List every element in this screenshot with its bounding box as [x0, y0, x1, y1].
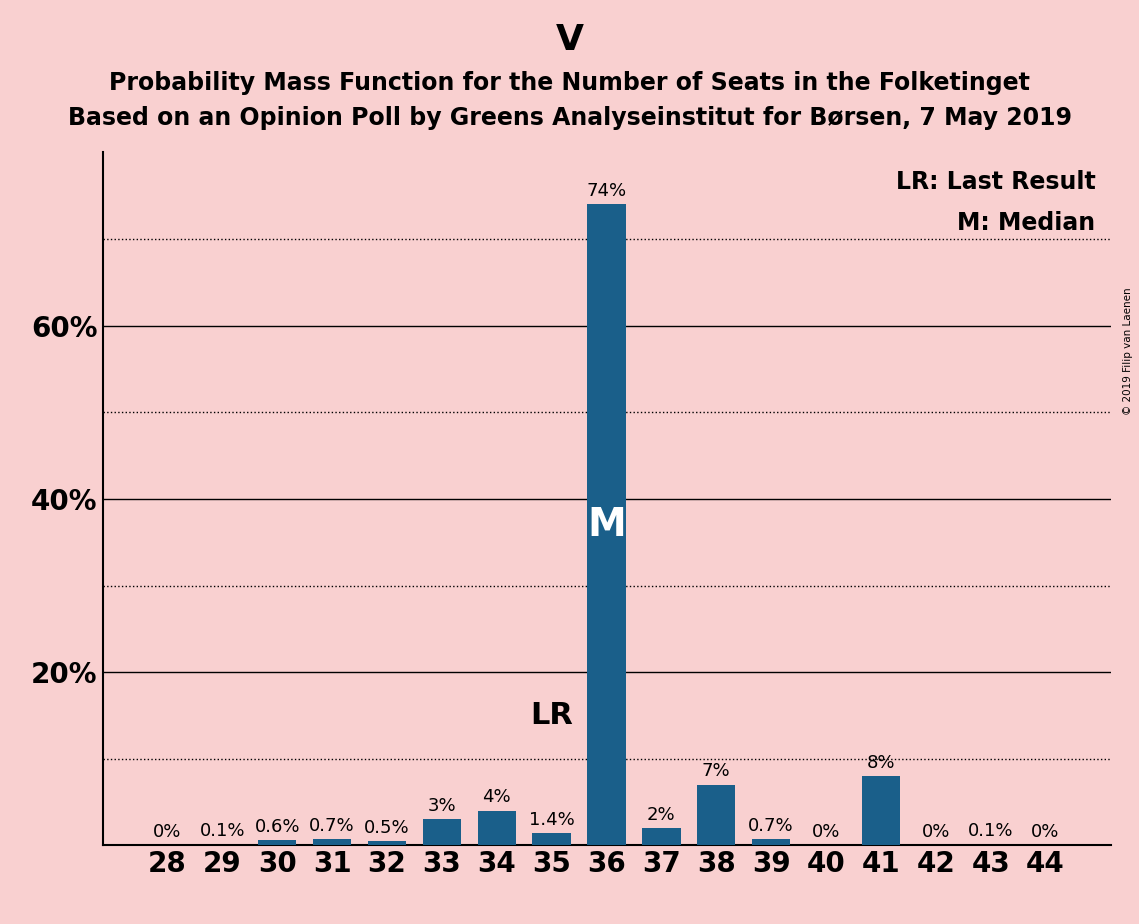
Text: M: Median: M: Median: [957, 212, 1096, 236]
Text: 0.7%: 0.7%: [748, 817, 794, 835]
Text: Based on an Opinion Poll by Greens Analyseinstitut for Børsen, 7 May 2019: Based on an Opinion Poll by Greens Analy…: [67, 106, 1072, 130]
Text: 0%: 0%: [812, 823, 841, 841]
Bar: [259, 840, 296, 845]
Bar: [642, 828, 681, 845]
Text: 0.5%: 0.5%: [364, 819, 410, 837]
Text: 8%: 8%: [867, 754, 895, 772]
Text: M: M: [587, 506, 626, 544]
Text: 1.4%: 1.4%: [528, 811, 574, 829]
Text: 0.1%: 0.1%: [199, 822, 245, 840]
Text: © 2019 Filip van Laenen: © 2019 Filip van Laenen: [1123, 287, 1133, 415]
Text: 0.1%: 0.1%: [968, 822, 1014, 840]
Bar: [862, 776, 900, 845]
Text: 2%: 2%: [647, 806, 675, 824]
Text: 74%: 74%: [587, 182, 626, 201]
Text: 0.6%: 0.6%: [254, 818, 300, 836]
Bar: [423, 820, 461, 845]
Text: LR: Last Result: LR: Last Result: [895, 170, 1096, 194]
Bar: [477, 811, 516, 845]
Text: V: V: [556, 23, 583, 57]
Bar: [588, 204, 625, 845]
Text: 0%: 0%: [1031, 823, 1059, 841]
Text: 0%: 0%: [154, 823, 182, 841]
Text: 0.7%: 0.7%: [310, 817, 355, 835]
Bar: [313, 839, 351, 845]
Text: 3%: 3%: [427, 797, 457, 815]
Text: 0%: 0%: [921, 823, 950, 841]
Bar: [697, 784, 736, 845]
Bar: [752, 839, 790, 845]
Text: Probability Mass Function for the Number of Seats in the Folketinget: Probability Mass Function for the Number…: [109, 71, 1030, 95]
Text: 7%: 7%: [702, 762, 730, 781]
Bar: [532, 833, 571, 845]
Text: 4%: 4%: [483, 788, 511, 807]
Bar: [368, 841, 407, 845]
Text: LR: LR: [531, 701, 573, 730]
